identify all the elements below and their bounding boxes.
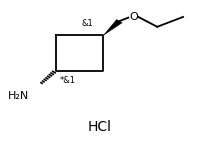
- Polygon shape: [103, 20, 122, 35]
- Text: O: O: [129, 12, 138, 22]
- Text: &1: &1: [82, 19, 93, 28]
- Text: *&1: *&1: [60, 76, 76, 85]
- Text: HCl: HCl: [88, 120, 111, 134]
- Text: H₂N: H₂N: [8, 91, 29, 101]
